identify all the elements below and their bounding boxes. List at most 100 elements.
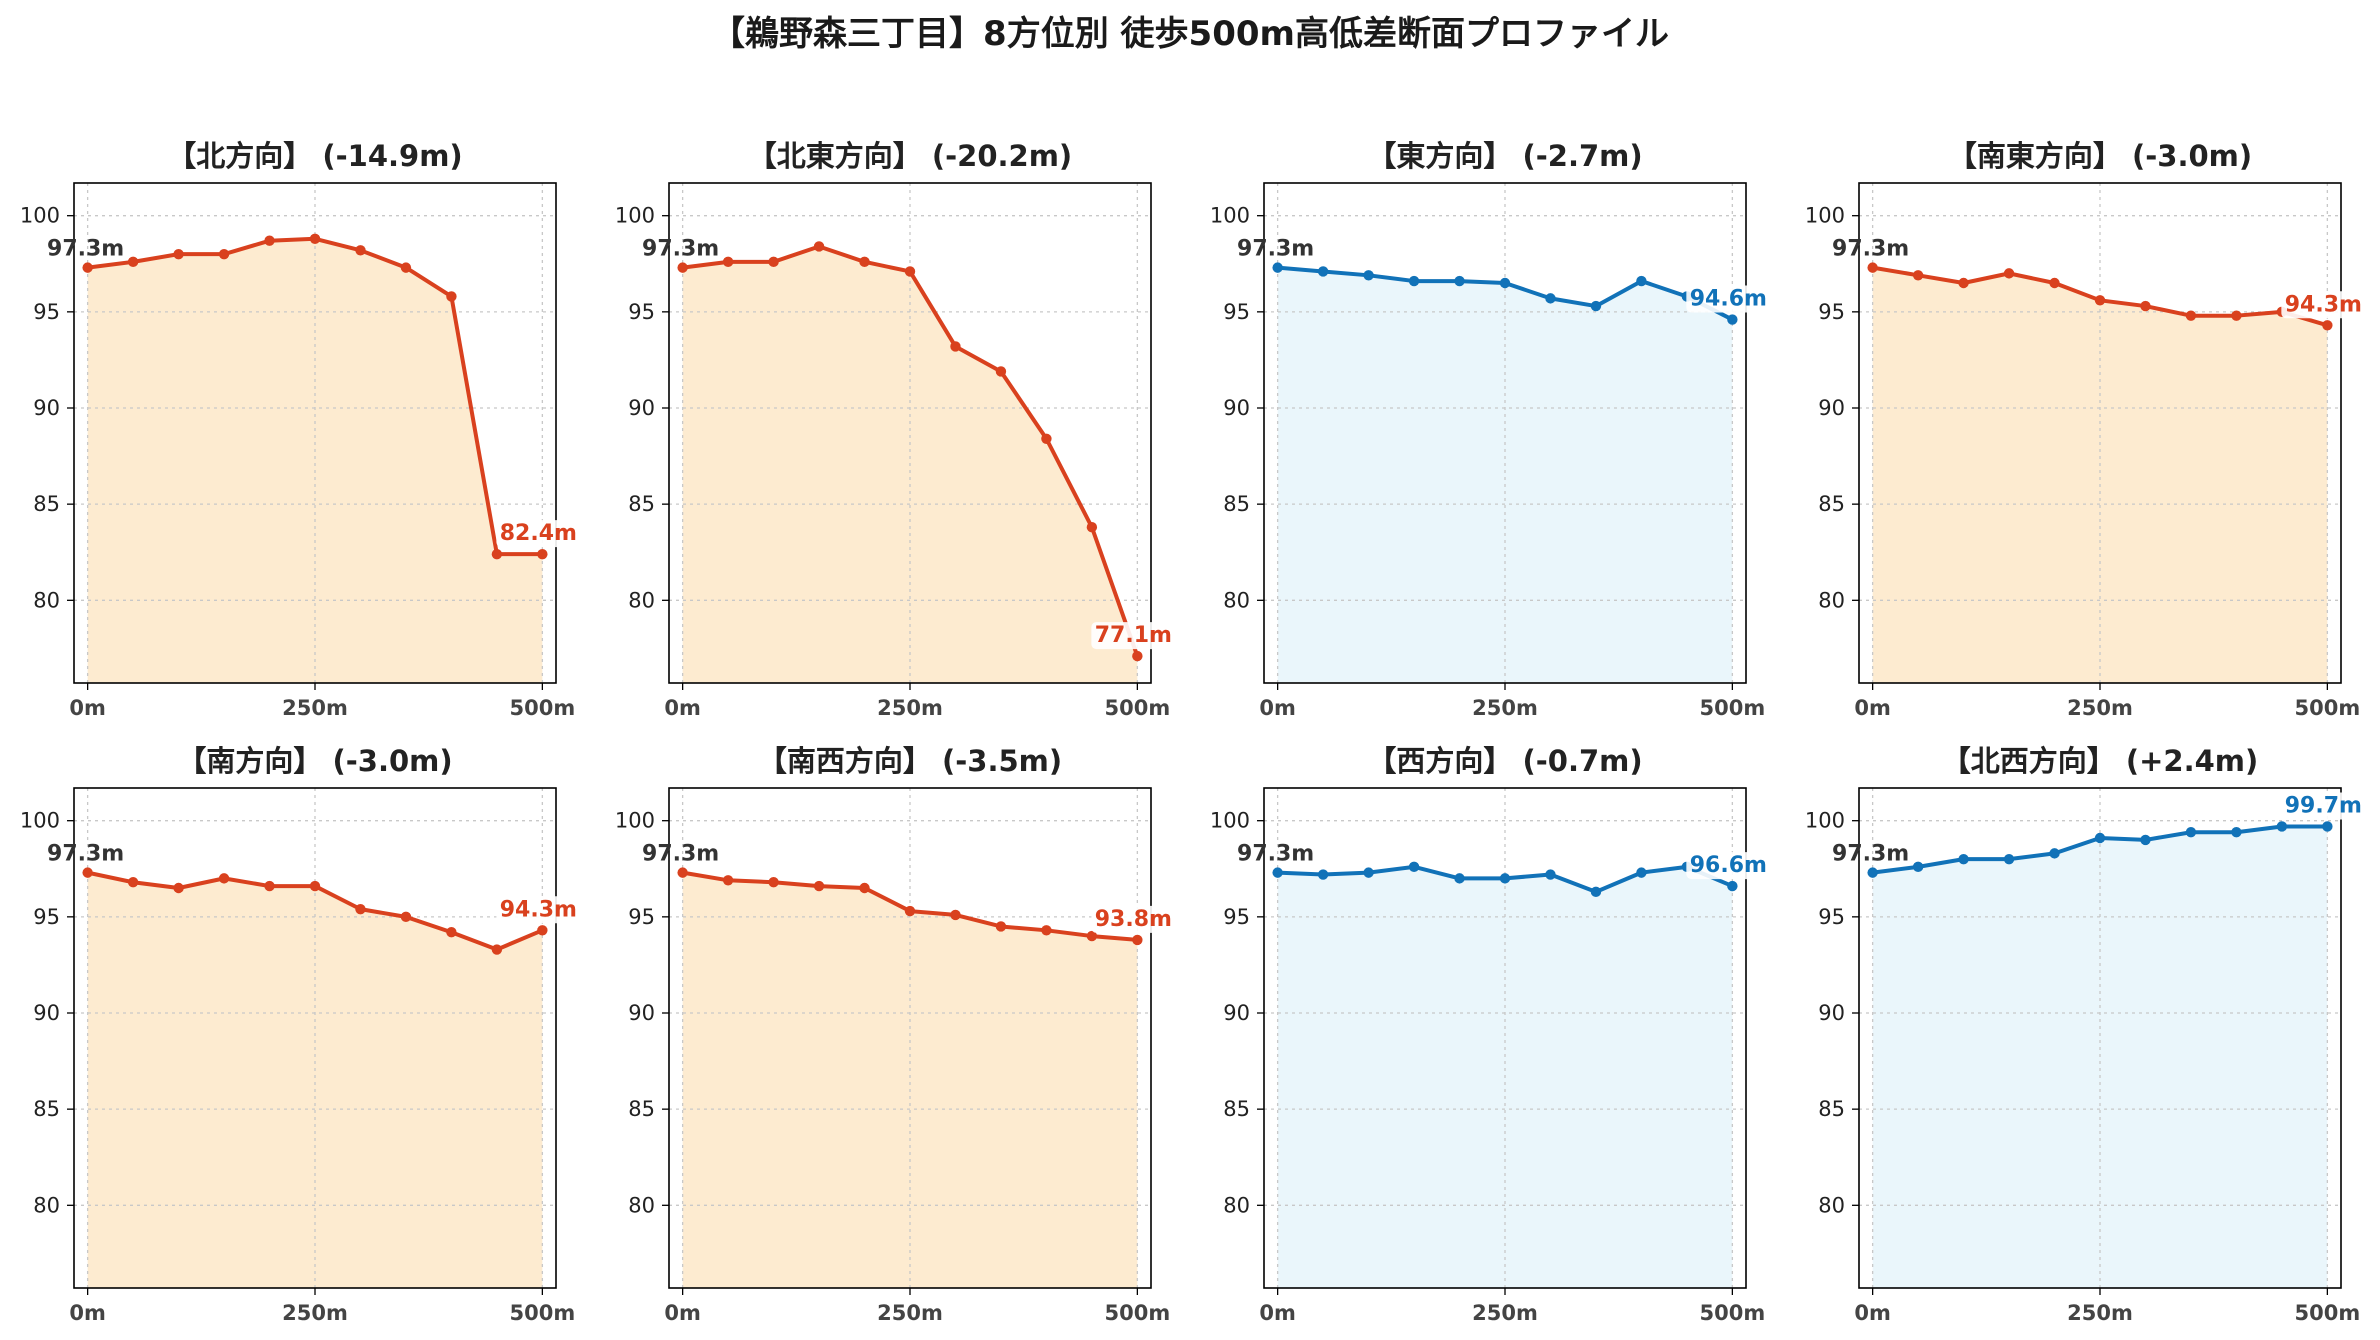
end-label-box xyxy=(2281,792,2366,820)
x-tick-label: 0m xyxy=(664,696,701,720)
x-tick-label: 500m xyxy=(1699,1301,1765,1325)
x-tick-label: 250m xyxy=(1472,1301,1538,1325)
y-tick-label: 80 xyxy=(628,1193,655,1217)
data-point xyxy=(1912,270,1924,281)
data-point xyxy=(1958,853,1969,865)
data-point xyxy=(537,548,548,560)
y-tick-label: 90 xyxy=(1223,396,1250,420)
data-point xyxy=(950,909,961,921)
data-point xyxy=(2231,827,2242,838)
x-tick-label: 500m xyxy=(509,696,575,720)
x-tick-label: 0m xyxy=(664,1301,701,1325)
data-point xyxy=(1545,293,1556,304)
start-value-label: 97.3m xyxy=(1237,237,1314,262)
data-point xyxy=(1408,275,1420,287)
data-point xyxy=(1590,886,1602,898)
y-tick-label: 80 xyxy=(33,588,60,612)
y-tick-label: 80 xyxy=(1223,588,1250,612)
data-point xyxy=(813,241,825,252)
data-point xyxy=(1363,270,1374,281)
y-tick-label: 80 xyxy=(33,1193,60,1217)
panel-7: 【西方向】 (-0.7m) 80 85 90 95 100 0m 250m 500m 97.3m 9… xyxy=(1210,744,1771,1325)
data-point xyxy=(2185,827,2197,838)
y-tick-label: 95 xyxy=(628,905,655,929)
panel-title: 【西方向】 (-0.7m) xyxy=(1367,744,1642,778)
data-point xyxy=(309,233,321,244)
panel-6: 【南西方向】 (-3.5m) 80 85 90 95 100 0m 250m 500m 97.3m… xyxy=(615,744,1176,1325)
start-value-label: 97.3m xyxy=(642,237,719,262)
data-point xyxy=(2049,277,2060,289)
data-point xyxy=(1408,861,1420,873)
data-point xyxy=(2094,295,2106,306)
y-tick-label: 90 xyxy=(628,396,655,420)
data-point xyxy=(82,262,93,273)
data-point xyxy=(859,256,870,268)
end-label-box xyxy=(1091,622,1176,650)
panel-title: 【北東方向】 (-20.2m) xyxy=(748,139,1072,173)
data-point xyxy=(82,867,93,878)
data-point xyxy=(904,266,916,277)
x-tick-label: 0m xyxy=(1259,696,1296,720)
end-label-box xyxy=(1686,852,1771,880)
data-point xyxy=(1912,861,1924,873)
data-point xyxy=(1363,867,1374,878)
y-tick-label: 85 xyxy=(1818,1097,1845,1121)
data-point xyxy=(995,366,1007,377)
data-point xyxy=(2049,848,2060,859)
x-tick-label: 500m xyxy=(2294,696,2360,720)
x-tick-label: 0m xyxy=(1259,1301,1296,1325)
x-tick-label: 500m xyxy=(509,1301,575,1325)
panel-title: 【南東方向】 (-3.0m) xyxy=(1948,139,2252,173)
data-point xyxy=(1499,873,1511,884)
data-point xyxy=(1041,433,1052,444)
panel-1: 【北方向】 (-14.9m) 80 85 90 95 100 0m 250m 500m 97.3m… xyxy=(20,139,581,720)
y-tick-label: 100 xyxy=(615,204,655,228)
y-tick-label: 95 xyxy=(1818,300,1845,324)
x-tick-label: 250m xyxy=(2067,696,2133,720)
data-point xyxy=(677,867,688,878)
data-point xyxy=(127,877,139,888)
data-point xyxy=(950,341,961,352)
end-value-label: 94.3m xyxy=(500,897,577,922)
y-tick-label: 80 xyxy=(628,588,655,612)
y-tick-label: 80 xyxy=(1818,1193,1845,1217)
start-value-label: 97.3m xyxy=(1832,842,1909,867)
data-point xyxy=(1132,650,1143,662)
data-point xyxy=(127,256,139,268)
data-point xyxy=(309,880,321,892)
data-point xyxy=(1132,934,1143,946)
x-tick-label: 250m xyxy=(877,1301,943,1325)
data-point xyxy=(264,880,275,892)
data-point xyxy=(904,905,916,917)
start-value-label: 97.3m xyxy=(47,237,124,262)
y-tick-label: 100 xyxy=(1805,809,1845,833)
data-point xyxy=(995,921,1007,932)
data-point xyxy=(218,248,230,260)
data-point xyxy=(2231,310,2242,321)
end-label-box xyxy=(496,520,581,548)
area-fill xyxy=(1277,267,1733,683)
y-tick-label: 90 xyxy=(1223,1001,1250,1025)
x-tick-label: 250m xyxy=(2067,1301,2133,1325)
data-point xyxy=(1867,867,1878,878)
panels: 【北方向】 (-14.9m) 80 85 90 95 100 0m 250m 500m 97.3m… xyxy=(20,139,2366,1325)
panel-title: 【東方向】 (-2.7m) xyxy=(1367,139,1642,173)
data-point xyxy=(1086,522,1098,533)
x-tick-label: 0m xyxy=(1854,696,1891,720)
data-point xyxy=(1317,869,1329,880)
data-point xyxy=(1958,277,1969,289)
start-value-label: 97.3m xyxy=(642,842,719,867)
end-label-box xyxy=(1091,905,1176,933)
x-tick-label: 0m xyxy=(1854,1301,1891,1325)
y-tick-label: 95 xyxy=(628,300,655,324)
data-point xyxy=(264,235,275,246)
y-tick-label: 85 xyxy=(628,1097,655,1121)
end-value-label: 94.3m xyxy=(2285,292,2362,317)
y-tick-label: 85 xyxy=(33,1097,60,1121)
y-tick-label: 95 xyxy=(1818,905,1845,929)
data-point xyxy=(491,548,503,560)
data-point xyxy=(491,944,503,955)
x-tick-label: 0m xyxy=(69,1301,106,1325)
data-point xyxy=(1272,262,1283,273)
x-tick-label: 500m xyxy=(1699,696,1765,720)
